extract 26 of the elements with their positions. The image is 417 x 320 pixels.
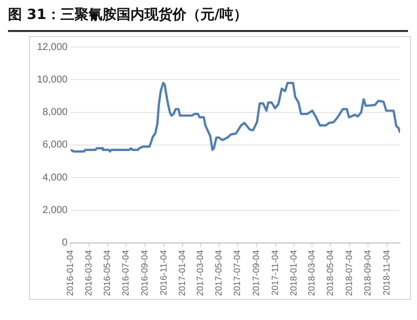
x-tick-label: 2016-07-04 <box>120 250 131 296</box>
x-tick-label: 2018-07-04 <box>344 250 354 296</box>
y-tick-label: 2,000 <box>42 205 68 216</box>
y-tick-label: 10,000 <box>36 74 68 86</box>
x-tick-label: 2016-09-04 <box>140 250 150 296</box>
x-tick-label: 2018-11-04 <box>381 250 392 296</box>
x-tick-label: 2017-05-04 <box>214 250 224 296</box>
x-tick-label: 2016-01-04 <box>65 250 76 296</box>
x-tick-label: 2018-09-04 <box>362 250 373 296</box>
x-tick-label: 2016-05-04 <box>102 250 112 296</box>
x-tick-label: 2018-03-04 <box>306 250 316 296</box>
chart-title: 图 31：三聚氰胺国内现货价（元/吨） <box>8 6 248 24</box>
x-tick-label: 2018-01-04 <box>288 250 298 296</box>
y-tick-label: 0 <box>62 238 68 249</box>
y-tick-label: 8,000 <box>42 107 68 118</box>
y-tick-label: 4,000 <box>42 172 68 184</box>
x-tick-label: 2016-11-04 <box>158 250 168 296</box>
x-tick-label: 2016-03-04 <box>83 250 94 296</box>
y-tick-label: 6,000 <box>42 140 68 151</box>
x-tick-label: 2017-03-04 <box>194 250 205 296</box>
x-tick-label: 2017-01-04 <box>176 250 187 296</box>
x-tick-label: 2017-11-04 <box>270 250 280 296</box>
y-tick-label: 12,000 <box>36 42 68 53</box>
x-tick-label: 2017-09-04 <box>251 250 262 296</box>
x-tick-label: 2018-05-04 <box>325 250 336 296</box>
x-tick-label: 2017-07-04 <box>232 250 242 296</box>
